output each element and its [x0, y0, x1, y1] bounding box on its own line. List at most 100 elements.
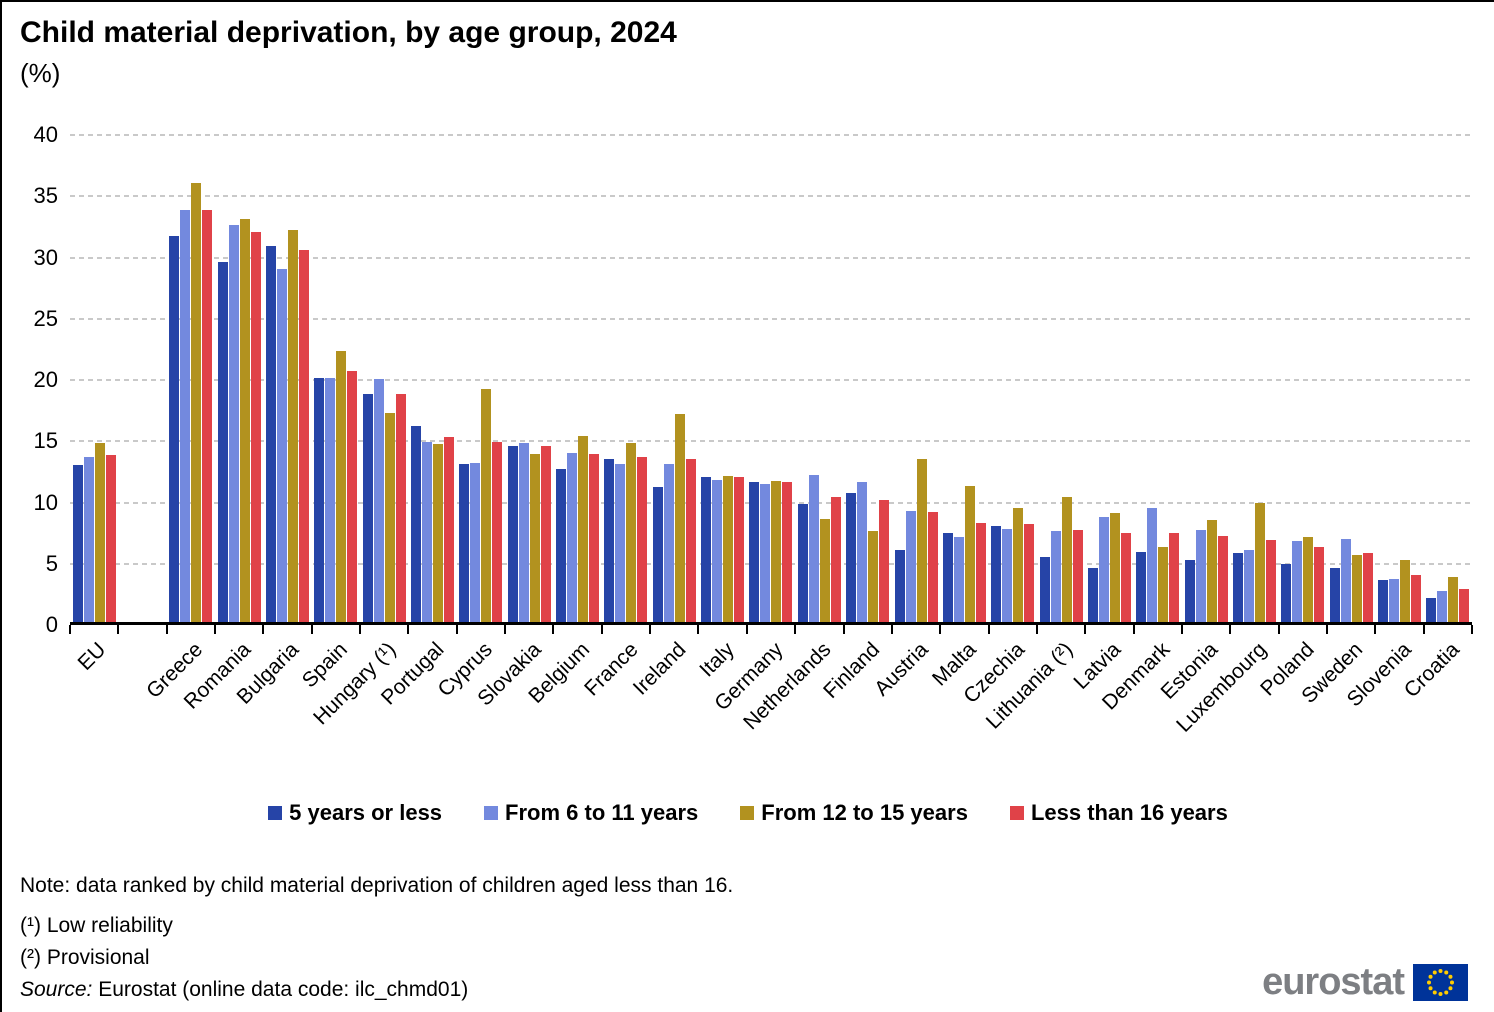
bar — [1303, 537, 1314, 622]
category-group: Netherlands — [739, 135, 843, 734]
x-axis-tick — [117, 625, 120, 634]
bar — [1377, 580, 1388, 622]
category-group: Greece — [142, 135, 215, 703]
category-group: France — [580, 135, 650, 700]
source-text: Eurostat (online data code: ilc_chmd01) — [92, 978, 469, 1001]
category-group: Austria — [870, 135, 940, 700]
bar — [782, 482, 793, 622]
x-axis-tick — [1132, 625, 1135, 634]
x-axis-tick — [1180, 625, 1183, 634]
category-group: Malta — [928, 135, 988, 691]
unit-subtitle: (%) — [20, 58, 61, 88]
bar-chart-plot-area: 0 5 10 15 20 25 30 35 40 EU Greece Romania Bulgaria S… — [34, 124, 1473, 737]
legend-label: From 6 to 11 years — [505, 800, 699, 825]
bar — [180, 210, 191, 622]
x-axis-tick — [890, 625, 893, 634]
bar — [1039, 557, 1050, 622]
bar — [83, 456, 94, 622]
y-axis-tick-label: 35 — [33, 183, 58, 209]
bar — [314, 378, 325, 622]
source-label: Source: — [20, 978, 93, 1001]
bar — [202, 210, 213, 622]
bar — [384, 412, 395, 622]
bar — [191, 183, 202, 622]
category-group: Poland — [1257, 135, 1327, 701]
x-axis-label: Austria — [869, 638, 933, 701]
bar — [433, 444, 444, 622]
category-group: Ireland — [629, 135, 698, 700]
category-group: Germany — [710, 135, 795, 715]
x-axis-label: EU — [73, 638, 111, 675]
bar — [879, 499, 890, 622]
x-axis-tick — [1277, 625, 1280, 634]
category-group: Bulgaria — [233, 135, 311, 709]
bar — [760, 483, 771, 622]
bar — [652, 487, 663, 622]
bar — [411, 426, 422, 622]
bar — [1281, 564, 1292, 622]
bar — [1195, 530, 1206, 622]
bar — [1340, 538, 1351, 622]
y-axis-tick-label: 5 — [45, 550, 58, 576]
x-axis-tick — [407, 625, 410, 634]
bar — [1024, 524, 1035, 622]
legend-swatch — [484, 806, 499, 820]
category-group: Sweden — [1297, 135, 1375, 708]
bar — [169, 236, 180, 622]
chart-notes: Note: data ranked by child material depr… — [20, 874, 733, 1002]
bar — [266, 245, 277, 622]
bar — [1314, 547, 1325, 622]
bar — [1232, 553, 1243, 622]
bar — [1147, 508, 1158, 622]
x-axis-tick — [794, 625, 797, 634]
legend-swatch — [740, 806, 755, 820]
bar — [556, 468, 567, 622]
bar — [953, 537, 964, 622]
x-axis-tick — [455, 625, 458, 634]
bar — [637, 456, 648, 622]
bar — [626, 443, 637, 622]
x-axis-tick — [1325, 625, 1328, 634]
bar — [1120, 532, 1131, 622]
category-group: Finland — [819, 135, 892, 703]
category-group: Latvia — [1070, 135, 1133, 694]
bar — [1158, 547, 1169, 622]
x-axis-tick — [745, 625, 748, 634]
bar — [567, 452, 578, 622]
category-group: Luxembourg — [1172, 135, 1278, 737]
x-axis-tick — [939, 625, 942, 634]
bar — [507, 445, 518, 622]
legend-item: From 12 to 15 years — [740, 800, 968, 826]
bar — [1072, 530, 1083, 622]
legend-swatch — [268, 806, 283, 820]
category-group: Italy — [695, 135, 746, 681]
bar — [94, 443, 105, 622]
bar — [916, 459, 927, 622]
bar — [1410, 575, 1421, 622]
bar — [492, 441, 503, 622]
bar — [1265, 539, 1276, 622]
bar — [894, 549, 905, 622]
bar — [964, 486, 975, 622]
category-group: Slovakia — [473, 135, 553, 710]
y-axis-tick-label: 15 — [33, 428, 58, 454]
category-group: Slovenia — [1343, 135, 1423, 711]
x-axis-tick — [262, 625, 265, 634]
bar — [518, 443, 529, 622]
bar — [808, 475, 819, 622]
bar — [771, 481, 782, 622]
legend-label: Less than 16 years — [1030, 800, 1228, 825]
y-axis-tick-label: 10 — [33, 489, 58, 515]
bar — [362, 394, 373, 622]
bar — [712, 479, 723, 622]
bar — [685, 459, 696, 622]
bar — [589, 454, 600, 622]
x-axis-tick — [649, 625, 652, 634]
bar — [578, 435, 589, 622]
bar — [975, 522, 986, 622]
bar — [277, 269, 288, 622]
bar — [1329, 568, 1340, 622]
bar — [723, 476, 734, 622]
bar — [228, 225, 239, 622]
bar — [1050, 531, 1061, 622]
